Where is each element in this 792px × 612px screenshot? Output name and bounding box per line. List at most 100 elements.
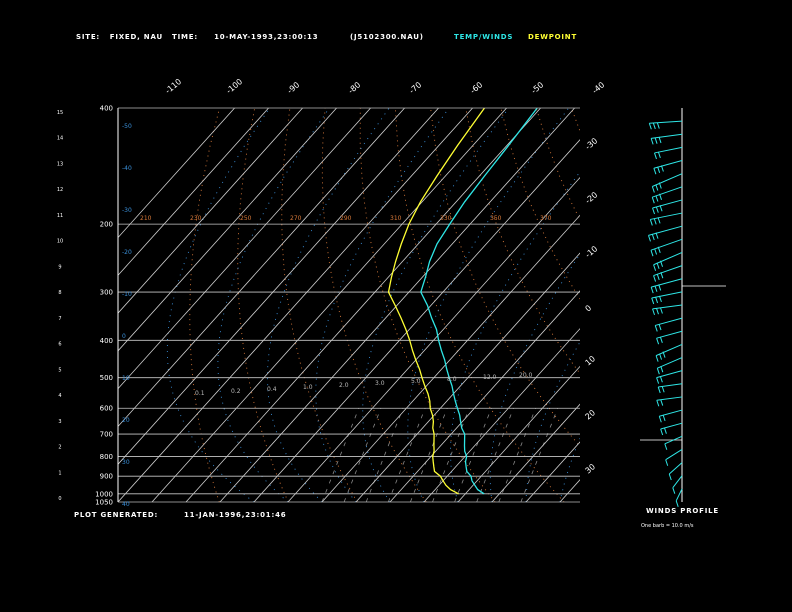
wind-barb-flag <box>657 217 661 224</box>
dry-adiabat-label: 250 <box>240 215 252 222</box>
dry-adiabat <box>281 108 358 502</box>
wind-barb-flag <box>654 325 658 332</box>
dewpoint-line <box>387 108 486 495</box>
mixing-ratio-line <box>454 408 492 502</box>
wind-barb-flag <box>660 399 664 406</box>
mixing-ratio-line <box>321 408 360 502</box>
wind-barb-flag <box>660 366 664 373</box>
pressure-tick-label: 800 <box>100 453 113 461</box>
wind-barb-flag <box>652 308 656 316</box>
top-temperature-label: -40 <box>591 80 607 95</box>
wind-barb-flag <box>665 459 669 466</box>
header-file: (J5102300.NAU) <box>350 33 424 41</box>
wind-barb-shaft <box>655 317 683 326</box>
wind-barb-flag <box>655 195 659 202</box>
isotherm-line <box>287 176 580 502</box>
height-tick-label: 9 <box>58 264 61 270</box>
height-tick-label: 7 <box>58 316 61 322</box>
wind-barb-shaft <box>652 304 683 310</box>
height-tick-label: 5 <box>58 367 61 373</box>
moist-adiabat <box>559 437 580 502</box>
wind-barb-flag <box>654 248 658 255</box>
height-tick-label: 13 <box>57 161 63 167</box>
pressure-tick-label: 1050 <box>95 499 113 507</box>
dry-adiabat-label: 370 <box>540 215 552 222</box>
pressure-tick-label: 600 <box>100 405 113 413</box>
mixing-ratio-line <box>365 408 404 502</box>
wind-barb-flag <box>672 487 676 494</box>
wind-barb-shaft <box>653 160 683 169</box>
moist-adiabat <box>525 340 580 502</box>
top-temperature-label: -50 <box>530 80 546 95</box>
header-site: SITE: FIXED, NAU <box>76 33 163 41</box>
dry-adiabat <box>321 108 427 502</box>
moist-adiabat <box>407 108 570 502</box>
pressure-tick-label: 400 <box>100 337 113 345</box>
generated-value: 11-JAN-1996,23:01:46 <box>184 511 287 519</box>
height-tick-label: 3 <box>58 419 61 425</box>
dry-adiabat <box>500 108 580 300</box>
moist-adiabat-label: -10 <box>122 291 132 298</box>
moist-adiabat-label: -50 <box>122 123 132 130</box>
footer-generated: PLOT GENERATED: 11-JAN-1996,23:01:46 <box>74 511 286 519</box>
wind-barb-flag <box>654 285 658 292</box>
moist-adiabat-label: 10 <box>122 375 130 382</box>
wind-barb-shaft <box>668 462 683 475</box>
height-tick-label: 12 <box>57 187 63 193</box>
mixing-ratio-label: 5.0 <box>411 378 421 385</box>
height-tick-label: 1 <box>58 470 61 476</box>
mixing-ratio-line <box>410 408 448 502</box>
wind-barb-flag <box>659 353 663 360</box>
winds-profile-title: WINDS PROFILE <box>646 507 719 515</box>
height-tick-label: 0 <box>58 496 61 502</box>
height-tick-label: 15 <box>57 110 63 116</box>
wind-barb-flag <box>659 307 663 314</box>
dry-adiabat <box>677 108 792 502</box>
mixing-ratio-label: 2.0 <box>339 382 349 389</box>
isotherm-line <box>118 108 439 465</box>
wind-barb-flag <box>658 295 662 303</box>
pressure-tick-label: 400 <box>100 105 113 113</box>
legend-temp-winds: TEMP/WINDS <box>454 33 514 41</box>
moist-adiabat <box>267 108 390 502</box>
wind-barb-flag <box>652 207 656 215</box>
height-tick-label: 2 <box>58 445 61 451</box>
height-tick-label: 11 <box>57 213 63 219</box>
wind-barb-flag <box>664 443 668 450</box>
wind-barb-shaft <box>660 422 683 430</box>
generated-label: PLOT GENERATED: <box>74 511 159 519</box>
moist-adiabat-label: 20 <box>122 417 130 424</box>
dry-adiabat <box>430 108 580 447</box>
time-label: TIME: <box>172 33 198 41</box>
wind-barb-flag <box>660 260 663 267</box>
height-tick-label: 8 <box>58 290 61 296</box>
mixing-ratio-label: 3.0 <box>375 380 385 387</box>
isotherm-line <box>118 108 405 428</box>
wind-barb-flag <box>657 246 661 253</box>
pressure-tick-label: 1000 <box>95 490 113 498</box>
wind-barb-flag <box>654 137 658 144</box>
height-tick-label: 14 <box>57 136 63 142</box>
wind-barb-flag <box>658 323 662 331</box>
wind-barb-flag <box>651 297 655 305</box>
wind-barb-shaft <box>648 225 683 236</box>
wind-barb-shaft <box>652 173 683 187</box>
wind-barb-flag <box>656 122 660 129</box>
wind-barb-flag <box>650 250 654 257</box>
dry-adiabat-label: 350 <box>490 215 502 222</box>
wind-barb-shaft <box>675 488 683 502</box>
isotherm-line <box>219 108 575 502</box>
wind-barb-flag <box>651 186 655 193</box>
wind-barb-flag <box>653 275 657 282</box>
wind-barb-flag <box>675 500 679 507</box>
dry-adiabat <box>359 108 496 502</box>
wind-barb-flag <box>656 273 660 281</box>
wind-barb-flag <box>653 218 657 225</box>
wind-barb-flag <box>662 414 666 422</box>
wind-barb-shaft <box>650 212 683 220</box>
wind-barb-flag <box>655 308 659 315</box>
dry-adiabat-label: 270 <box>290 215 302 222</box>
moist-adiabat-label: 30 <box>122 459 130 466</box>
time-value: 10-MAY-1993,23:00:13 <box>214 33 319 41</box>
wind-barb-flag <box>648 123 652 130</box>
